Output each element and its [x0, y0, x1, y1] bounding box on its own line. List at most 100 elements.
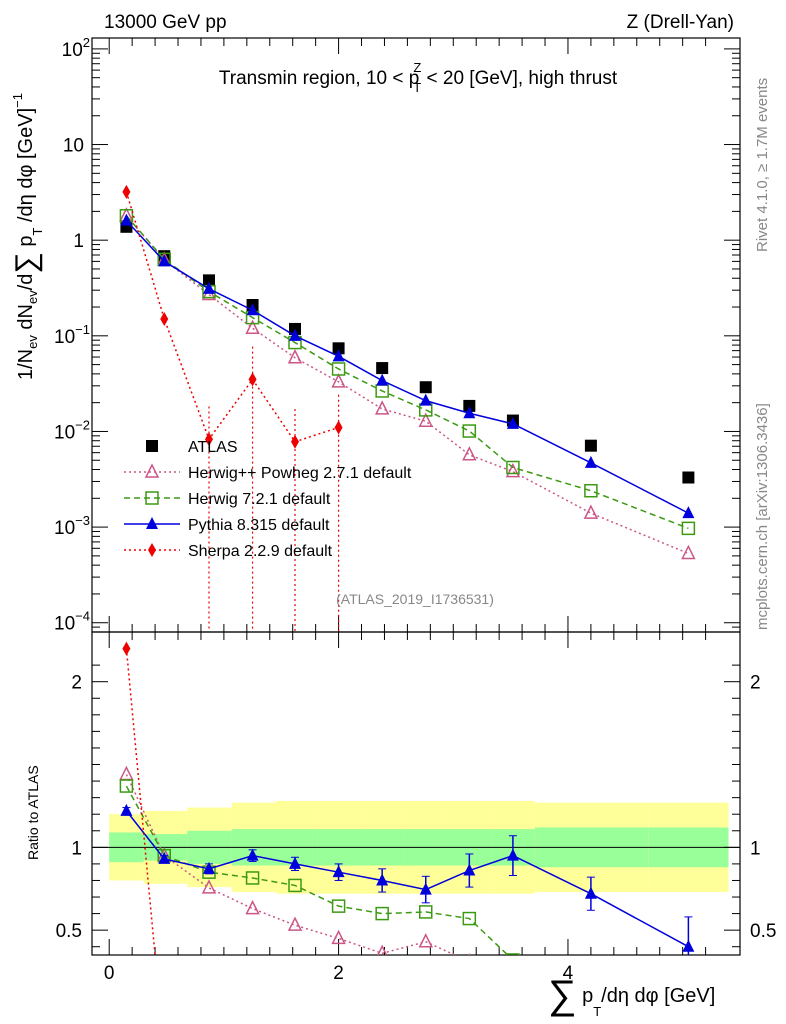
data-point	[331, 373, 346, 388]
ratio-tick-label: 1	[71, 838, 82, 859]
analysis-id: (ATLAS_2019_I1736531)	[336, 591, 494, 607]
data-point	[419, 393, 432, 406]
legend-label: Herwig 7.2.1 default	[188, 491, 331, 508]
ratio-point	[289, 856, 302, 869]
legend-marker	[148, 543, 156, 557]
data-point	[376, 362, 389, 375]
ratio-point	[332, 865, 345, 878]
ratio-point	[120, 803, 133, 816]
ratio-tick-label-right: 1	[750, 838, 761, 859]
ratio-point	[468, 952, 471, 955]
y-axis-label: 1/Nev dNev/d∑ pT /dη dφ [GeV]−1	[10, 93, 45, 380]
ratio-point	[158, 851, 171, 864]
ratio-point	[419, 882, 432, 895]
data-point	[463, 406, 476, 419]
ratio-point	[122, 641, 131, 656]
legend-label: Herwig++ Powheg 2.7.1 default	[188, 465, 412, 482]
main-panel: 102 10 1 10−1 10−2 10−3 10−4 ATLAS Herwig++ Powh…	[54, 35, 741, 648]
data-point	[120, 213, 133, 226]
data-point	[202, 281, 215, 294]
data-point	[505, 462, 521, 478]
ratio-point	[245, 871, 260, 885]
ratio-point	[418, 905, 433, 919]
ratio-series	[119, 641, 695, 985]
data-point	[248, 372, 257, 387]
data-point	[289, 328, 302, 341]
ratio-tick-label: 0.5	[56, 921, 82, 942]
ratio-panel: 0 2 4 0.5 0.5 1 1 2 2	[56, 631, 776, 985]
ratio-point	[245, 899, 260, 915]
data-point	[287, 349, 303, 364]
legend-label: Pythia 8.315 default	[188, 517, 330, 534]
ratio-line	[125, 648, 156, 955]
legend-marker	[144, 463, 160, 478]
data-point	[120, 220, 133, 233]
data-point	[463, 399, 476, 412]
ratio-point	[585, 957, 597, 969]
data-point	[245, 319, 260, 334]
data-point	[160, 311, 169, 326]
data-point	[419, 381, 432, 394]
data-point	[506, 460, 520, 475]
x-axis-label: ∑ pT/dη dφ [GeV]	[548, 973, 715, 1019]
data-point	[462, 446, 477, 461]
y-tick-label: 102	[62, 35, 90, 61]
y-tick-label: 10−1	[54, 322, 90, 348]
data-point	[332, 349, 345, 362]
data-point	[246, 303, 259, 316]
legend-marker	[145, 491, 159, 505]
y-tick-label: 10	[63, 136, 84, 157]
data-point	[204, 432, 213, 447]
legend-label: Sherpa 2.2.9 default	[188, 543, 333, 560]
data-point	[584, 483, 598, 498]
data-point	[376, 373, 389, 386]
ratio-point	[418, 933, 433, 948]
data-point	[681, 544, 696, 560]
data-point	[681, 521, 696, 536]
ratio-point	[462, 911, 477, 926]
data-point	[418, 412, 433, 427]
data-point	[158, 254, 171, 267]
ratio-point	[463, 863, 476, 876]
ratio-point	[376, 944, 388, 955]
ratio-point	[507, 958, 519, 970]
plot-title-sub: T	[413, 80, 421, 95]
y-tick-label: 10−3	[54, 513, 90, 539]
x-tick-label: 2	[333, 963, 344, 984]
y-tick-label: 10−4	[54, 609, 90, 635]
ratio-point	[119, 779, 134, 793]
ratio-point	[506, 953, 520, 955]
plot-title-main: Transmin region, 10 < p	[219, 68, 419, 89]
ratio-line	[125, 810, 689, 948]
ratio-tick-label-right: 0.5	[750, 921, 776, 942]
series-line	[125, 220, 689, 514]
data-point	[583, 504, 599, 519]
ratio-tick-label: 2	[71, 673, 82, 694]
ratio-axis-label: Ratio to ATLAS	[25, 765, 41, 860]
series-line	[125, 215, 689, 555]
data-point	[462, 424, 477, 438]
ratio-point	[201, 879, 217, 894]
x-tick-label: 0	[104, 963, 115, 984]
ratio-point	[331, 929, 346, 945]
data-point	[682, 506, 695, 519]
ratio-point	[331, 899, 346, 913]
series-line	[125, 215, 689, 530]
data-point	[331, 362, 346, 376]
ratio-point	[287, 916, 303, 931]
data-point	[334, 420, 343, 435]
ratio-tick-label-right: 2	[750, 673, 761, 694]
ratio-point	[682, 939, 695, 952]
data-point	[332, 342, 345, 355]
ratio-point	[119, 765, 134, 781]
data-point	[202, 274, 215, 287]
data-point	[682, 471, 695, 484]
ratio-point	[585, 973, 597, 985]
legend-marker	[146, 440, 158, 452]
plot-title-rest: < 20 [GeV], high thrust	[421, 68, 618, 89]
y-tick-label: 10−2	[54, 417, 90, 443]
energy-label: 13000 GeV pp	[104, 12, 227, 33]
ratio-point	[246, 848, 259, 861]
data-point	[122, 184, 131, 199]
